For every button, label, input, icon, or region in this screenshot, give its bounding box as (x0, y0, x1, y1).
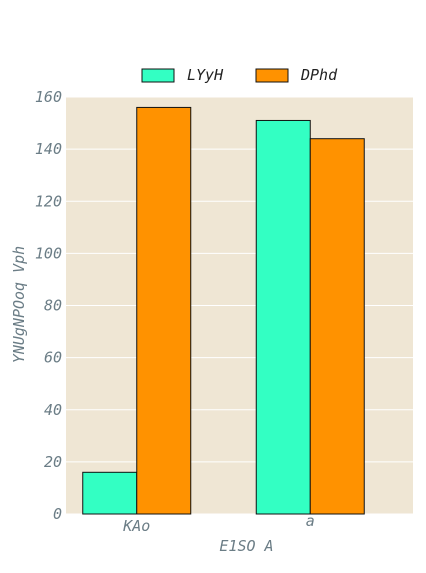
y-tick-labels: 0 20 40 60 80 100 120 140 160 (35, 88, 62, 523)
bar-dphd-0 (136, 106, 192, 515)
y-tick-label: 40 (44, 401, 62, 419)
bar-lyyh-0 (82, 471, 138, 515)
y-tick-label: 0 (53, 505, 62, 523)
y-tick-label: 160 (35, 88, 62, 106)
y-tick-label: 60 (44, 349, 62, 367)
x-tick-labels: KAo a (122, 512, 315, 535)
bar-lyyh-1 (255, 119, 311, 515)
legend-swatch-dphd (255, 68, 289, 83)
legend-swatch-lyyh (141, 68, 175, 83)
y-tick-label: 100 (35, 244, 62, 262)
legend: LYyH DPhd (141, 66, 338, 84)
y-tick-label: 140 (35, 140, 62, 158)
bars (82, 106, 365, 515)
legend-label: DPhd (300, 66, 338, 84)
y-tick-label: 120 (35, 192, 62, 210)
legend-label: LYyH (187, 66, 224, 84)
x-tick-label: KAo (122, 517, 150, 535)
x-tick-label: a (306, 512, 315, 530)
y-tick-label: 80 (44, 297, 62, 315)
y-tick-label: 20 (44, 453, 62, 471)
x-axis-title: E1SO A (219, 537, 273, 555)
y-axis-title: YNUgNPOoq Vph (10, 246, 28, 363)
bar-dphd-1 (309, 138, 365, 515)
